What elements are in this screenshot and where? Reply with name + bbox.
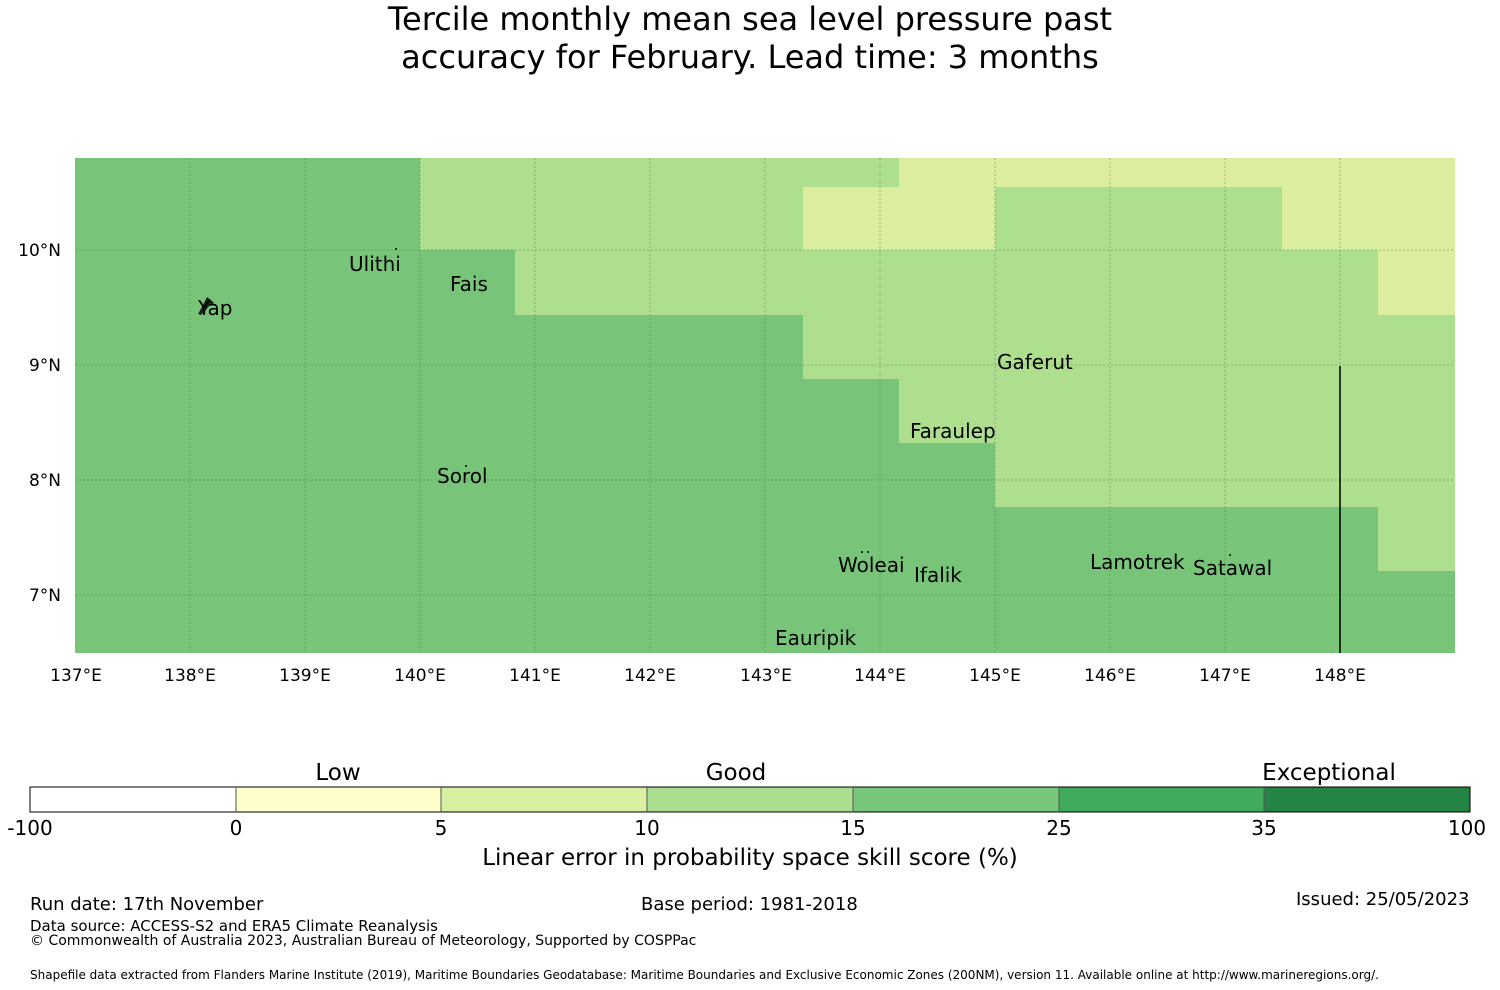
place-label-lamotrek: Lamotrek (1090, 550, 1185, 574)
colorbar-title: Linear error in probability space skill … (482, 845, 1018, 871)
place-label-woleai: Woleai (838, 553, 905, 577)
lat-tick-label: 9°N (29, 356, 61, 376)
lon-tick-label: 147°E (1199, 666, 1251, 686)
colorbar-tick-label: -100 (7, 816, 53, 840)
lat-tick-label: 8°N (29, 471, 61, 491)
colorbar-segment (647, 787, 853, 812)
colorbar-segment (1059, 787, 1264, 812)
place-label-satawal: Satawal (1193, 556, 1272, 580)
data-source: Data source: ACCESS-S2 and ERA5 Climate … (30, 917, 438, 935)
colorbar-category-low: Low (315, 760, 361, 786)
colorbar-segment (441, 787, 647, 812)
lon-tick-label: 144°E (854, 666, 906, 686)
place-label-fais: Fais (450, 272, 488, 296)
issued-date: Issued: 25/05/2023 (1296, 889, 1470, 910)
colorbar-tick-label: 25 (1046, 816, 1072, 840)
shapefile-credit: Shapefile data extracted from Flanders M… (30, 968, 1379, 982)
colorbar (29, 786, 1471, 813)
copyright: © Commonwealth of Australia 2023, Austra… (30, 933, 697, 949)
skill-region-mid (420, 158, 1455, 571)
run-date: Run date: 17th November (30, 894, 264, 915)
graticule (75, 158, 1455, 653)
lon-tick-label: 148°E (1314, 666, 1366, 686)
island-dots (395, 248, 1231, 556)
place-label-faraulep: Faraulep (910, 419, 996, 443)
place-label-ulithi: Ulithi (349, 252, 401, 276)
colorbar-border (29, 786, 1471, 813)
lon-tick-label: 146°E (1084, 666, 1136, 686)
colorbar-tick-label: 5 (434, 816, 448, 840)
place-label-ifalik: Ifalik (914, 563, 962, 587)
colorbar-segment (236, 787, 441, 812)
place-label-sorol: Sorol (437, 464, 488, 488)
colorbar-segment (853, 787, 1059, 812)
lon-tick-label: 143°E (740, 666, 792, 686)
colorbar-segment (1264, 787, 1470, 812)
place-label-gaferut: Gaferut (997, 350, 1073, 374)
base-period: Base period: 1981-2018 (641, 894, 858, 915)
lon-tick-label: 139°E (279, 666, 331, 686)
chart-title-line1: Tercile monthly mean sea level pressure … (387, 0, 1113, 38)
colorbar-tick-label: 0 (229, 816, 243, 840)
place-label-eauripik: Eauripik (775, 626, 857, 650)
colorbar-tick-label: 15 (840, 816, 866, 840)
skill-region-light-top (803, 158, 1455, 315)
colorbar-segment (30, 787, 236, 812)
place-label-yap: Yap (197, 296, 232, 320)
lon-tick-label: 145°E (969, 666, 1021, 686)
lat-tick-label: 7°N (29, 586, 61, 606)
lon-tick-label: 138°E (164, 666, 216, 686)
colorbar-tick-label: 100 (1447, 816, 1487, 840)
lon-tick-label: 140°E (394, 666, 446, 686)
lon-tick-label: 137°E (50, 666, 102, 686)
colorbar-category-good: Good (705, 760, 767, 786)
yap-island-shape (198, 297, 214, 315)
colorbar-tick-label: 10 (634, 816, 660, 840)
colorbar-tick-label: 35 (1251, 816, 1277, 840)
lon-tick-label: 142°E (624, 666, 676, 686)
colorbar-category-exceptional: Exceptional (1262, 760, 1396, 786)
lat-tick-label: 10°N (18, 241, 61, 261)
chart-title-line2: accuracy for February. Lead time: 3 mont… (401, 38, 1099, 76)
lon-tick-label: 141°E (509, 666, 561, 686)
